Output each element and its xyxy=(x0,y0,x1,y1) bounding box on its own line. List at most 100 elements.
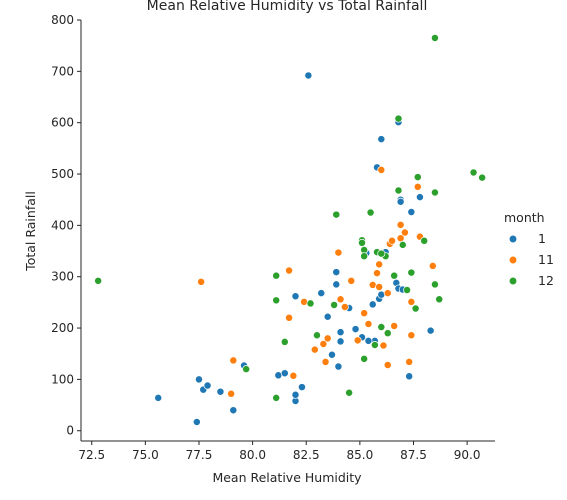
data-point-month-1 xyxy=(406,373,413,380)
data-point-month-1 xyxy=(298,383,305,390)
data-point-month-1 xyxy=(352,325,359,332)
data-point-month-1 xyxy=(292,293,299,300)
data-point-month-12 xyxy=(395,187,402,194)
x-tick-label: 82.5 xyxy=(293,448,320,462)
data-point-month-12 xyxy=(361,355,368,362)
legend-label-month-1: 1 xyxy=(538,231,546,246)
y-tick-label: 100 xyxy=(51,372,74,386)
legend-title: month xyxy=(504,210,545,225)
data-point-month-1 xyxy=(193,418,200,425)
data-point-month-12 xyxy=(431,189,438,196)
x-tick-label: 72.5 xyxy=(78,448,105,462)
data-point-month-12 xyxy=(395,115,402,122)
x-axis-label: Mean Relative Humidity xyxy=(212,470,362,485)
data-point-month-12 xyxy=(384,330,391,337)
data-point-month-1 xyxy=(337,338,344,345)
legend-marker-month-12 xyxy=(509,277,517,285)
data-point-month-11 xyxy=(384,290,391,297)
y-tick-label: 300 xyxy=(51,270,74,284)
data-point-month-12 xyxy=(399,241,406,248)
data-point-month-1 xyxy=(427,327,434,334)
data-point-month-11 xyxy=(408,298,415,305)
x-tick-label: 85.0 xyxy=(347,448,374,462)
data-point-month-1 xyxy=(155,394,162,401)
data-point-month-12 xyxy=(431,281,438,288)
data-point-month-12 xyxy=(333,211,340,218)
data-point-month-11 xyxy=(341,303,348,310)
y-tick-label: 200 xyxy=(51,321,74,335)
data-point-month-1 xyxy=(335,363,342,370)
data-point-month-11 xyxy=(285,314,292,321)
data-point-month-11 xyxy=(337,296,344,303)
x-tick-label: 75.0 xyxy=(132,448,159,462)
data-point-month-11 xyxy=(335,249,342,256)
data-point-month-11 xyxy=(300,298,307,305)
legend-marker-month-11 xyxy=(509,256,517,264)
data-point-month-12 xyxy=(281,338,288,345)
x-tick-label: 90.0 xyxy=(454,448,481,462)
data-point-month-1 xyxy=(195,376,202,383)
legend-marker-month-1 xyxy=(509,235,517,243)
data-point-month-12 xyxy=(331,301,338,308)
y-tick-label: 400 xyxy=(51,218,74,232)
data-point-month-1 xyxy=(378,136,385,143)
data-point-month-12 xyxy=(378,323,385,330)
y-tick-label: 500 xyxy=(51,167,74,181)
data-point-month-11 xyxy=(380,342,387,349)
y-axis-label: Total Rainfall xyxy=(23,191,38,272)
data-point-month-12 xyxy=(273,297,280,304)
data-point-month-11 xyxy=(348,277,355,284)
data-point-month-11 xyxy=(397,221,404,228)
data-point-month-1 xyxy=(324,313,331,320)
data-point-month-12 xyxy=(408,269,415,276)
data-point-month-11 xyxy=(406,358,413,365)
data-point-month-11 xyxy=(198,278,205,285)
data-point-month-12 xyxy=(361,253,368,260)
plot-axes xyxy=(81,20,495,441)
data-point-month-1 xyxy=(328,351,335,358)
data-point-month-11 xyxy=(397,235,404,242)
data-point-month-11 xyxy=(408,332,415,339)
data-point-month-12 xyxy=(421,237,428,244)
legend-label-month-12: 12 xyxy=(538,273,554,288)
chart-title: Mean Relative Humidity vs Total Rainfall xyxy=(147,0,428,14)
data-point-month-1 xyxy=(408,208,415,215)
data-point-month-12 xyxy=(367,209,374,216)
data-point-month-11 xyxy=(285,267,292,274)
data-point-month-12 xyxy=(436,296,443,303)
legend-label-month-11: 11 xyxy=(538,252,554,267)
data-point-month-11 xyxy=(414,183,421,190)
data-point-month-11 xyxy=(228,390,235,397)
data-point-month-1 xyxy=(333,281,340,288)
data-point-month-12 xyxy=(95,277,102,284)
data-point-month-1 xyxy=(292,391,299,398)
data-point-month-12 xyxy=(358,239,365,246)
data-point-month-1 xyxy=(397,198,404,205)
data-point-month-11 xyxy=(391,322,398,329)
data-point-month-1 xyxy=(369,301,376,308)
data-point-month-11 xyxy=(230,357,237,364)
data-point-month-12 xyxy=(273,272,280,279)
data-point-month-1 xyxy=(305,72,312,79)
data-point-month-12 xyxy=(378,250,385,257)
data-point-month-12 xyxy=(313,332,320,339)
y-tick-label: 600 xyxy=(51,116,74,130)
data-point-month-11 xyxy=(376,283,383,290)
data-point-month-12 xyxy=(470,169,477,176)
data-point-month-11 xyxy=(361,310,368,317)
data-point-month-12 xyxy=(403,286,410,293)
data-point-month-1 xyxy=(230,407,237,414)
data-point-month-1 xyxy=(378,291,385,298)
data-point-month-12 xyxy=(307,300,314,307)
data-point-month-11 xyxy=(290,372,297,379)
data-points xyxy=(95,34,486,425)
data-point-month-1 xyxy=(337,329,344,336)
data-point-month-12 xyxy=(412,305,419,312)
data-point-month-12 xyxy=(391,272,398,279)
data-point-month-1 xyxy=(217,388,224,395)
data-point-month-1 xyxy=(365,337,372,344)
data-point-month-11 xyxy=(378,166,385,173)
data-point-month-12 xyxy=(371,341,378,348)
data-point-month-1 xyxy=(416,194,423,201)
data-point-month-11 xyxy=(311,346,318,353)
